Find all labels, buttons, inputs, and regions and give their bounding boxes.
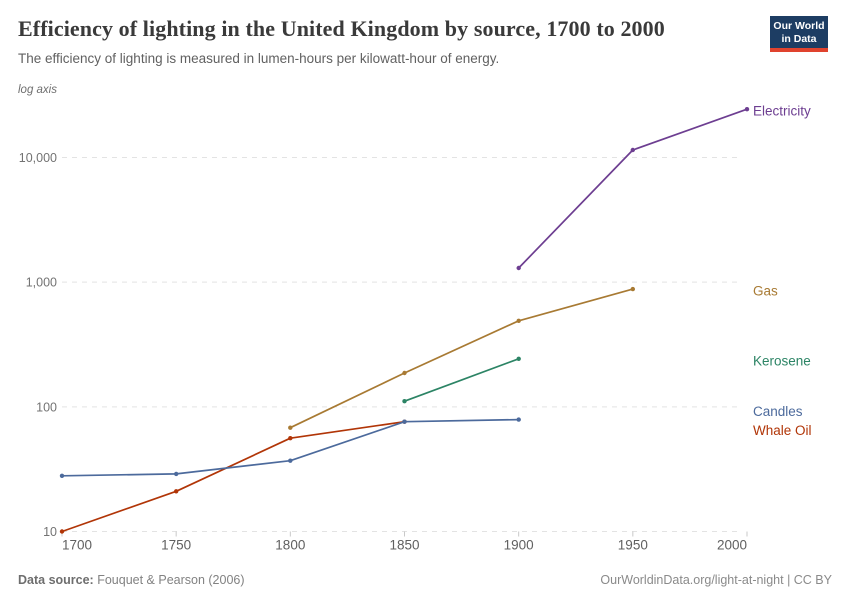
x-axis-tick-label: 1750: [161, 538, 191, 553]
series-label-gas[interactable]: Gas: [753, 284, 778, 299]
log-axis-note: log axis: [18, 84, 57, 96]
chart-header: Efficiency of lighting in the United Kin…: [18, 15, 755, 67]
page-title: Efficiency of lighting in the United Kin…: [18, 16, 665, 41]
series-point-candles[interactable]: [59, 473, 65, 478]
series-point-candles[interactable]: [402, 419, 407, 424]
data-source-value: Fouquet & Pearson (2006): [93, 573, 245, 587]
series-point-kerosene[interactable]: [516, 356, 521, 361]
series-point-candles[interactable]: [174, 471, 179, 477]
series-line-kerosene[interactable]: [404, 358, 519, 402]
x-axis-tick-label: 1850: [389, 538, 419, 553]
series-point-gas[interactable]: [630, 286, 635, 292]
y-axis-tick-label: 1,000: [26, 276, 57, 290]
series-point-electricity[interactable]: [630, 147, 635, 153]
series-label-candles[interactable]: Candles: [753, 404, 803, 419]
x-axis-tick-label: 1700: [62, 538, 92, 553]
series-label-kerosene[interactable]: Kerosene: [753, 353, 811, 368]
x-axis-tick-label: 1950: [618, 538, 648, 553]
series-point-whale-oil[interactable]: [288, 436, 293, 441]
series-label-whale-oil[interactable]: Whale Oil: [753, 423, 812, 438]
series-label-electricity[interactable]: Electricity: [753, 104, 811, 119]
series-point-gas[interactable]: [516, 318, 521, 323]
owid-logo-line2: in Data: [781, 32, 817, 45]
x-axis-tick-label: 2000: [717, 538, 747, 553]
owid-logo[interactable]: Our World in Data: [770, 16, 828, 53]
data-source-label: Data source:: [18, 573, 94, 587]
y-axis-tick-label: 10: [43, 525, 57, 539]
y-axis-tick-label: 10,000: [19, 151, 57, 165]
data-source: Data source: Fouquet & Pearson (2006): [18, 573, 245, 587]
series-point-whale-oil[interactable]: [174, 489, 179, 494]
x-axis-tick-label: 1800: [275, 538, 305, 553]
series-point-candles[interactable]: [516, 417, 521, 422]
owid-credit-link[interactable]: OurWorldinData.org/light-at-night | CC B…: [600, 573, 832, 587]
series-point-gas[interactable]: [288, 425, 293, 430]
series-line-gas[interactable]: [289, 288, 634, 429]
series-point-electricity[interactable]: [744, 107, 750, 112]
series-point-candles[interactable]: [288, 458, 293, 463]
series-point-gas[interactable]: [402, 370, 407, 376]
series-point-whale-oil[interactable]: [59, 529, 65, 534]
x-axis-tick-label: 1900: [504, 538, 534, 553]
series-line-electricity[interactable]: [518, 108, 748, 269]
series-point-kerosene[interactable]: [402, 399, 407, 404]
chart-subtitle: The efficiency of lighting is measured i…: [18, 50, 500, 66]
owid-logo-line1: Our World: [773, 20, 825, 32]
series-line-whale-oil[interactable]: [61, 420, 405, 533]
chart-footer: Data source: Fouquet & Pearson (2006) Ou…: [18, 573, 832, 587]
y-axis-tick-label: 100: [36, 400, 57, 414]
series-point-electricity[interactable]: [516, 265, 521, 271]
